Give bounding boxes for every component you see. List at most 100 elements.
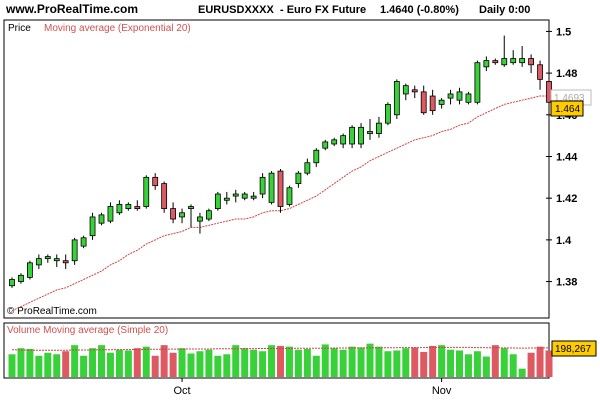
- ema-series: [11, 95, 549, 312]
- candle-body: [528, 58, 534, 66]
- candle-body: [152, 176, 159, 187]
- bear-candle: [429, 89, 436, 115]
- candle-body: [358, 126, 364, 145]
- bear-candle: [420, 85, 427, 115]
- bull-candle: [241, 191, 248, 201]
- bull-candle: [501, 35, 508, 67]
- bull-candle: [268, 171, 275, 205]
- volume-bar: [214, 355, 222, 377]
- volume-bar: [294, 349, 302, 377]
- volume-bar: [241, 348, 249, 377]
- volume-bar: [518, 368, 526, 377]
- bull-candle: [259, 173, 266, 199]
- volume-bar: [545, 350, 553, 377]
- candle-body: [134, 206, 141, 210]
- bull-candle: [465, 91, 472, 105]
- bull-candle: [214, 191, 221, 211]
- bull-candle: [286, 185, 293, 207]
- candle-body: [349, 126, 356, 145]
- price-right-labels: 1.4693 1.464: [550, 89, 592, 117]
- candle-body: [492, 60, 499, 64]
- bull-candle: [402, 83, 409, 101]
- bear-candle: [537, 60, 543, 90]
- bull-candle: [322, 139, 329, 151]
- volume-bar: [393, 350, 401, 377]
- bull-candle: [295, 171, 302, 188]
- candle-body: [125, 204, 132, 210]
- candle-body: [80, 237, 87, 247]
- volume-bar: [375, 346, 383, 377]
- volume-bar: [17, 348, 25, 377]
- volume-bar: [473, 351, 481, 377]
- candle-body: [411, 89, 418, 93]
- volume-bar: [259, 351, 267, 377]
- candle-series: [9, 35, 552, 288]
- candle-body: [277, 170, 284, 207]
- volume-bar: [142, 346, 150, 377]
- volume-bar: [178, 348, 186, 377]
- candle-body: [384, 103, 391, 124]
- volume-bar: [8, 354, 16, 377]
- candle-body: [197, 216, 203, 222]
- price-panel-frame: [3, 19, 550, 319]
- bear-candle: [492, 58, 499, 65]
- volume-bar: [277, 345, 284, 377]
- candle-body: [286, 187, 293, 205]
- volume-bar: [411, 347, 419, 377]
- volume-bar: [348, 346, 356, 377]
- bull-candle: [358, 123, 364, 149]
- bear-candle: [170, 202, 177, 224]
- candle-body: [501, 58, 508, 66]
- volume-bar: [357, 347, 365, 377]
- price-y-tick-label: 1.48: [556, 68, 577, 80]
- symbol-label: EURUSDXXXX: [198, 4, 274, 16]
- volume-bar: [71, 345, 79, 377]
- candle-body: [18, 274, 24, 282]
- volume-bar: [98, 345, 105, 377]
- candle-body: [322, 141, 329, 149]
- volume-bar: [115, 349, 123, 377]
- volume-current-label: 198,267: [555, 344, 592, 355]
- instrument-label: - Euro FX Future: [280, 4, 366, 16]
- x-tick-label: Nov: [432, 385, 452, 397]
- current-price-label-box: [550, 100, 584, 117]
- candle-body: [116, 204, 123, 214]
- volume-bar: [160, 345, 168, 377]
- candle-body: [259, 176, 266, 195]
- bull-candle: [197, 212, 203, 234]
- volume-bar: [26, 348, 34, 377]
- bull-candle: [340, 133, 347, 149]
- candle-body: [53, 258, 60, 262]
- bull-candle: [367, 118, 373, 140]
- price-y-tick-label: 1.44: [556, 151, 578, 163]
- bull-candle: [80, 235, 87, 249]
- ema-legend: Moving average (Exponential 20): [44, 23, 191, 34]
- candle-body: [223, 197, 230, 201]
- volume-bar: [196, 351, 204, 377]
- volume-bar: [464, 354, 472, 377]
- volume-bar: [438, 345, 446, 377]
- volume-bar: [384, 351, 392, 377]
- volume-bar: [500, 348, 508, 377]
- volume-bar: [62, 351, 70, 377]
- bull-candle: [188, 204, 194, 228]
- bull-candle: [313, 148, 320, 167]
- candle-body: [89, 216, 96, 237]
- volume-bar: [527, 352, 535, 377]
- volume-bar: [429, 345, 437, 377]
- volume-bar: [250, 349, 258, 377]
- candle-body: [71, 239, 78, 262]
- volume-bar: [151, 355, 159, 377]
- bull-candle: [179, 208, 185, 224]
- site-label: www.ProRealTime.com: [5, 2, 138, 16]
- candle-body: [98, 214, 105, 224]
- candle-body: [474, 62, 481, 103]
- volume-bar: [491, 345, 499, 377]
- bull-candle: [35, 254, 42, 270]
- volume-bar: [133, 348, 141, 377]
- candle-body: [519, 58, 526, 64]
- candle-body: [313, 149, 320, 164]
- price-y-tick-label: 1.38: [556, 277, 577, 289]
- gray-price-label: 1.4693: [554, 93, 585, 104]
